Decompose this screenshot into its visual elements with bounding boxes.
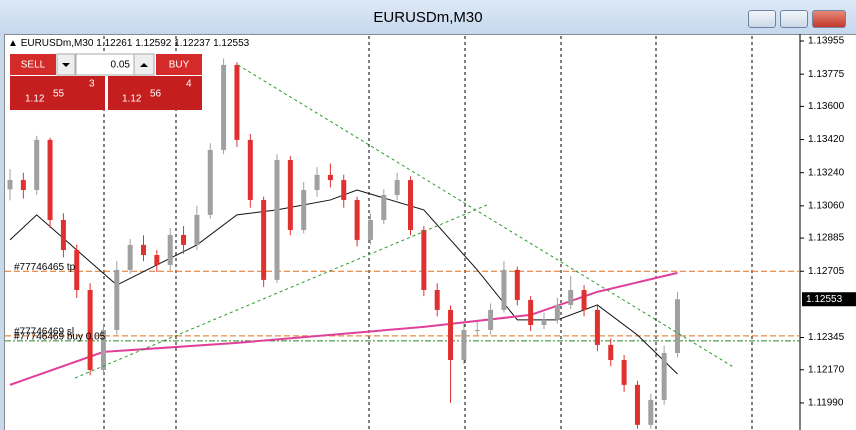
- y-tick-label: 1.12345: [808, 332, 845, 343]
- candle-body: [448, 309, 454, 361]
- current-price-label: 1.12553: [806, 294, 843, 305]
- trend-lines: [74, 64, 736, 379]
- window-title: EURUSDm,M30: [373, 9, 483, 26]
- candle-body: [554, 304, 560, 320]
- candle-body: [261, 199, 267, 280]
- candle-body: [34, 139, 40, 191]
- y-tick-label: 1.11990: [808, 398, 844, 409]
- y-tick-label: 1.13600: [808, 101, 845, 112]
- sell-pips: 55: [53, 89, 65, 100]
- candle-body: [127, 244, 133, 270]
- candle-body: [301, 190, 307, 230]
- candle-body: [181, 234, 187, 245]
- candle-body: [154, 255, 160, 265]
- close-button[interactable]: [812, 10, 846, 28]
- y-tick-label: 1.13240: [808, 167, 845, 178]
- restore-button[interactable]: [780, 10, 808, 28]
- y-tick-label: 1.13420: [808, 134, 845, 145]
- candle-body: [568, 290, 574, 305]
- candle-body: [87, 290, 93, 370]
- buy-pips: 56: [150, 89, 162, 100]
- candle-body: [247, 139, 253, 200]
- candle-body: [114, 269, 120, 330]
- candle-body: [341, 180, 347, 200]
- candle-body: [461, 329, 467, 361]
- candle-body: [488, 309, 494, 330]
- candle-body: [274, 159, 280, 280]
- candle-body: [421, 229, 427, 291]
- candle-body: [501, 269, 507, 310]
- buy-label: BUY: [169, 60, 190, 71]
- candle-body: [474, 329, 480, 331]
- candle-body: [354, 199, 360, 240]
- candle-body: [221, 64, 227, 151]
- buy-price-box[interactable]: [108, 76, 202, 110]
- order-label: #77746465 tp: [14, 262, 76, 273]
- candle-body: [661, 353, 667, 400]
- y-tick-label: 1.12705: [808, 266, 845, 277]
- candle-body: [141, 244, 146, 256]
- order-label: #77746469 sl: [14, 327, 74, 338]
- buy-point: 4: [186, 79, 192, 90]
- candle-body: [541, 319, 547, 326]
- candle-body: [100, 329, 106, 370]
- candle-body: [234, 64, 240, 140]
- candle-body: [60, 220, 66, 251]
- candle-body: [327, 174, 333, 181]
- candle-body: [648, 399, 654, 425]
- header-symbol: ▲ EURUSDm,M30 1.12261 1.12592 1.12237 1.…: [8, 38, 250, 49]
- symbol: EURUSDm,M30: [21, 38, 94, 49]
- title-bar: EURUSDm,M30: [0, 0, 856, 34]
- header-low: 1.12237: [174, 38, 211, 49]
- candle-body: [634, 384, 640, 425]
- order-label: #77746469 buy 0.05: [14, 331, 106, 342]
- candle-body: [20, 180, 26, 191]
- candle-body: [408, 180, 413, 230]
- y-tick-label: 1.13060: [808, 200, 845, 211]
- header-close: 1.12553: [213, 38, 250, 49]
- candle-body: [194, 214, 200, 245]
- buy-big: 1.12: [122, 94, 142, 105]
- header-open: 1.12261: [96, 38, 133, 49]
- candle-body: [621, 360, 627, 385]
- candle-body: [74, 250, 80, 291]
- trade-panel: SELL 0.05 BUY 1.12 55 3 1.12 56 4: [10, 53, 202, 110]
- candle-body: [594, 309, 600, 345]
- candle-body: [7, 180, 13, 190]
- candle-body: [47, 139, 53, 221]
- current-price-box: [802, 292, 856, 307]
- sell-big: 1.12: [25, 94, 45, 105]
- y-tick-label: 1.12170: [808, 364, 845, 375]
- candle-body: [207, 150, 213, 215]
- candle-body: [675, 299, 680, 354]
- y-tick-label: 1.13775: [808, 69, 845, 80]
- moving-average: [9, 271, 678, 386]
- candle-body: [381, 194, 387, 221]
- candle-body: [581, 290, 587, 310]
- sell-button[interactable]: [10, 54, 56, 75]
- candle-body: [394, 180, 400, 195]
- y-tick-label: 1.13955: [808, 36, 845, 47]
- sell-price-box[interactable]: [10, 76, 105, 110]
- lot-value: 0.05: [111, 60, 131, 71]
- candle-body: [608, 344, 614, 361]
- y-tick-label: 1.12885: [808, 233, 845, 244]
- candle-body: [514, 269, 520, 300]
- candle-body: [528, 299, 534, 326]
- sell-point: 3: [89, 79, 95, 90]
- candle-body: [434, 290, 440, 310]
- sell-label: SELL: [21, 60, 46, 71]
- candle-body: [314, 174, 320, 191]
- header-high: 1.12592: [135, 38, 172, 49]
- minimize-button[interactable]: [748, 10, 776, 28]
- candle-body: [167, 234, 173, 265]
- candle-body: [287, 159, 293, 230]
- candle-body: [367, 220, 373, 240]
- buy-button[interactable]: [156, 54, 202, 75]
- moving-average: [9, 189, 678, 375]
- arrow: ▲: [8, 38, 21, 49]
